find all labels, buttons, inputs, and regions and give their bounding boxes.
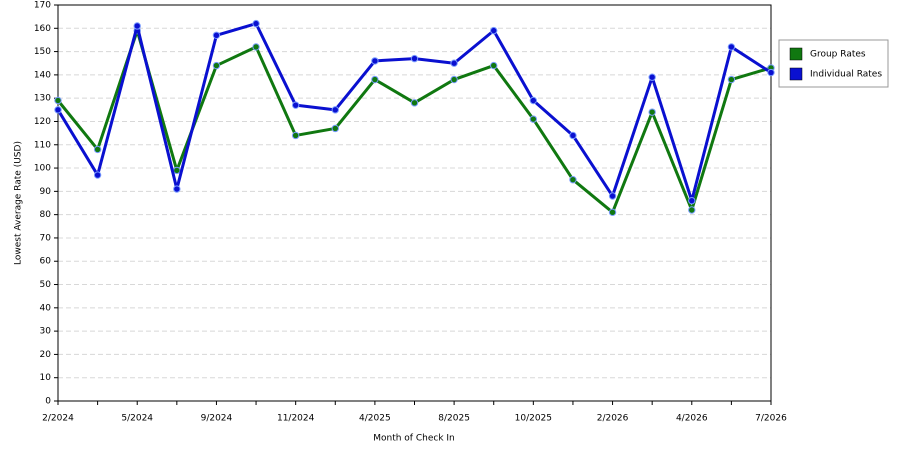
- x-tick-label: 5/2024: [121, 414, 153, 424]
- data-point: [212, 31, 221, 39]
- data-point: [371, 75, 379, 84]
- data-point: [291, 131, 300, 140]
- x-tick-label: 4/2026: [676, 414, 708, 424]
- data-point: [688, 196, 696, 205]
- y-tick-label: 40: [40, 303, 52, 313]
- data-point: [173, 166, 181, 175]
- data-point: [648, 108, 656, 116]
- data-point: [93, 145, 102, 154]
- data-point: [767, 68, 775, 77]
- x-tick-label: 2/2024: [42, 414, 74, 424]
- legend: Group Rates Individual Rates: [778, 39, 889, 88]
- data-point: [608, 208, 617, 217]
- y-tick-label: 120: [34, 117, 51, 127]
- y-tick-label: 170: [34, 1, 51, 11]
- y-tick-label: 80: [40, 210, 52, 220]
- data-point: [252, 43, 260, 51]
- data-point: [291, 101, 300, 109]
- data-point: [529, 115, 538, 123]
- x-tick-label: 9/2024: [201, 414, 233, 424]
- y-tick-label: 130: [34, 94, 51, 104]
- data-point: [371, 57, 379, 65]
- data-point: [93, 171, 102, 179]
- y-tick-label: 50: [40, 280, 52, 290]
- data-point: [529, 96, 538, 105]
- y-tick-label: 110: [34, 140, 51, 150]
- data-point: [450, 59, 458, 67]
- plot-area: [58, 5, 771, 401]
- y-tick-label: 10: [40, 373, 52, 383]
- y-tick-label: 70: [40, 233, 52, 243]
- y-axis-label: Lowest Average Rate (USD): [14, 141, 24, 265]
- legend-label: Group Rates: [810, 50, 866, 60]
- data-point: [54, 96, 62, 105]
- data-point: [331, 106, 339, 114]
- x-tick-label: 4/2025: [359, 414, 391, 424]
- x-tick-label: 11/2024: [277, 414, 315, 424]
- data-point: [331, 124, 339, 133]
- x-tick-label: 7/2026: [755, 414, 787, 424]
- x-axis-label: Month of Check In: [373, 434, 455, 444]
- y-tick-label: 150: [34, 47, 51, 57]
- data-point: [688, 206, 696, 214]
- x-tick-label: 10/2025: [515, 414, 552, 424]
- legend-label: Individual Rates: [810, 70, 882, 80]
- data-point: [648, 73, 656, 81]
- y-tick-label: 20: [40, 350, 52, 360]
- data-point: [727, 43, 736, 51]
- data-point: [490, 26, 498, 35]
- x-tick-label: 8/2025: [438, 414, 470, 424]
- data-point: [608, 192, 617, 200]
- data-point: [54, 106, 62, 114]
- y-tick-label: 0: [45, 397, 51, 407]
- data-point: [173, 185, 181, 193]
- legend-swatch: [789, 47, 803, 61]
- data-point: [569, 131, 577, 140]
- x-tick-label: 2/2026: [597, 414, 629, 424]
- data-point: [133, 22, 141, 30]
- y-tick-label: 100: [34, 164, 51, 174]
- y-tick-label: 30: [40, 327, 52, 337]
- data-point: [450, 75, 458, 84]
- data-point: [410, 99, 419, 107]
- y-tick-label: 160: [34, 24, 51, 34]
- data-point: [727, 75, 736, 84]
- data-point: [569, 176, 577, 184]
- data-point: [490, 61, 498, 70]
- y-tick-label: 140: [34, 70, 51, 80]
- legend-swatch: [789, 67, 803, 81]
- data-point: [252, 19, 260, 28]
- data-point: [410, 54, 419, 63]
- y-tick-label: 60: [40, 257, 52, 267]
- y-tick-label: 90: [40, 187, 52, 197]
- data-point: [212, 61, 221, 70]
